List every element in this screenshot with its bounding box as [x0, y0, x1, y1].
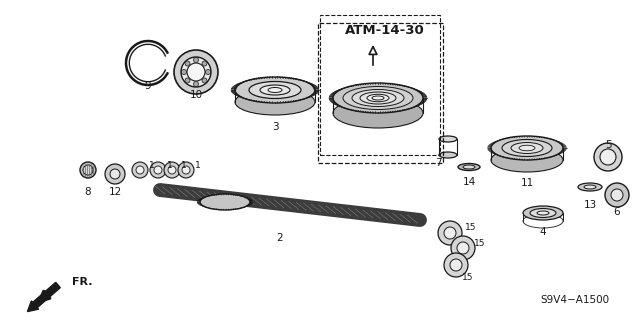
Circle shape	[136, 166, 144, 174]
Ellipse shape	[530, 209, 556, 218]
Circle shape	[205, 70, 211, 75]
FancyArrow shape	[28, 282, 60, 312]
Text: S9V4−A1500: S9V4−A1500	[540, 295, 609, 305]
Circle shape	[182, 166, 190, 174]
Text: 11: 11	[520, 178, 534, 188]
Circle shape	[193, 57, 198, 63]
Circle shape	[444, 227, 456, 239]
Text: 2: 2	[276, 233, 284, 243]
Circle shape	[132, 162, 148, 178]
Ellipse shape	[502, 139, 552, 157]
Circle shape	[187, 63, 205, 81]
Circle shape	[193, 81, 198, 86]
Circle shape	[164, 162, 180, 178]
Circle shape	[150, 162, 166, 178]
Text: 4: 4	[540, 227, 547, 237]
Text: 13: 13	[584, 200, 596, 210]
Circle shape	[174, 50, 218, 94]
Ellipse shape	[352, 90, 404, 107]
Circle shape	[105, 164, 125, 184]
Circle shape	[202, 78, 207, 83]
Ellipse shape	[343, 86, 413, 109]
Circle shape	[202, 61, 207, 66]
Text: 15: 15	[462, 273, 474, 283]
Ellipse shape	[333, 98, 423, 128]
Ellipse shape	[83, 165, 93, 175]
Ellipse shape	[200, 194, 250, 210]
Ellipse shape	[511, 143, 543, 153]
Ellipse shape	[268, 87, 282, 93]
Text: 15: 15	[465, 224, 477, 233]
Ellipse shape	[235, 77, 315, 103]
Text: 9: 9	[145, 81, 151, 91]
Circle shape	[611, 189, 623, 201]
Circle shape	[444, 253, 468, 277]
Ellipse shape	[537, 211, 549, 215]
Circle shape	[457, 242, 469, 254]
Ellipse shape	[235, 89, 315, 115]
Ellipse shape	[523, 206, 563, 220]
Circle shape	[185, 61, 190, 66]
Text: 15: 15	[474, 240, 486, 249]
Circle shape	[450, 259, 462, 271]
Ellipse shape	[372, 96, 384, 100]
Text: 1: 1	[167, 161, 173, 170]
Ellipse shape	[491, 136, 563, 160]
Circle shape	[168, 166, 176, 174]
Ellipse shape	[439, 152, 457, 158]
Ellipse shape	[439, 136, 457, 142]
Ellipse shape	[80, 162, 96, 178]
Bar	[320, 15, 440, 155]
Circle shape	[178, 162, 194, 178]
Ellipse shape	[333, 83, 423, 113]
Ellipse shape	[458, 164, 480, 170]
Text: 12: 12	[108, 187, 122, 197]
Text: 7: 7	[435, 158, 442, 168]
Circle shape	[605, 183, 629, 207]
Ellipse shape	[578, 183, 602, 191]
Text: 1: 1	[181, 161, 187, 170]
Text: FR.: FR.	[72, 277, 93, 287]
Text: 1: 1	[149, 161, 155, 170]
Circle shape	[181, 57, 211, 87]
Text: 6: 6	[614, 207, 620, 217]
Text: 3: 3	[272, 122, 278, 132]
Circle shape	[451, 236, 475, 260]
Ellipse shape	[260, 85, 290, 95]
Ellipse shape	[463, 165, 475, 169]
Text: 10: 10	[189, 90, 203, 100]
Circle shape	[600, 149, 616, 165]
Bar	[318, 23, 443, 163]
Ellipse shape	[519, 145, 535, 151]
Circle shape	[154, 166, 162, 174]
Text: 5: 5	[605, 140, 611, 150]
Text: 1: 1	[195, 161, 201, 170]
Circle shape	[182, 70, 186, 75]
Ellipse shape	[367, 94, 389, 102]
Circle shape	[185, 78, 190, 83]
Circle shape	[438, 221, 462, 245]
Ellipse shape	[491, 148, 563, 172]
Circle shape	[594, 143, 622, 171]
Ellipse shape	[249, 81, 301, 99]
Ellipse shape	[360, 92, 396, 104]
Ellipse shape	[584, 185, 596, 189]
Text: ATM-14-30: ATM-14-30	[345, 24, 425, 36]
Circle shape	[110, 169, 120, 179]
Text: 8: 8	[84, 187, 92, 197]
Text: 14: 14	[462, 177, 476, 187]
